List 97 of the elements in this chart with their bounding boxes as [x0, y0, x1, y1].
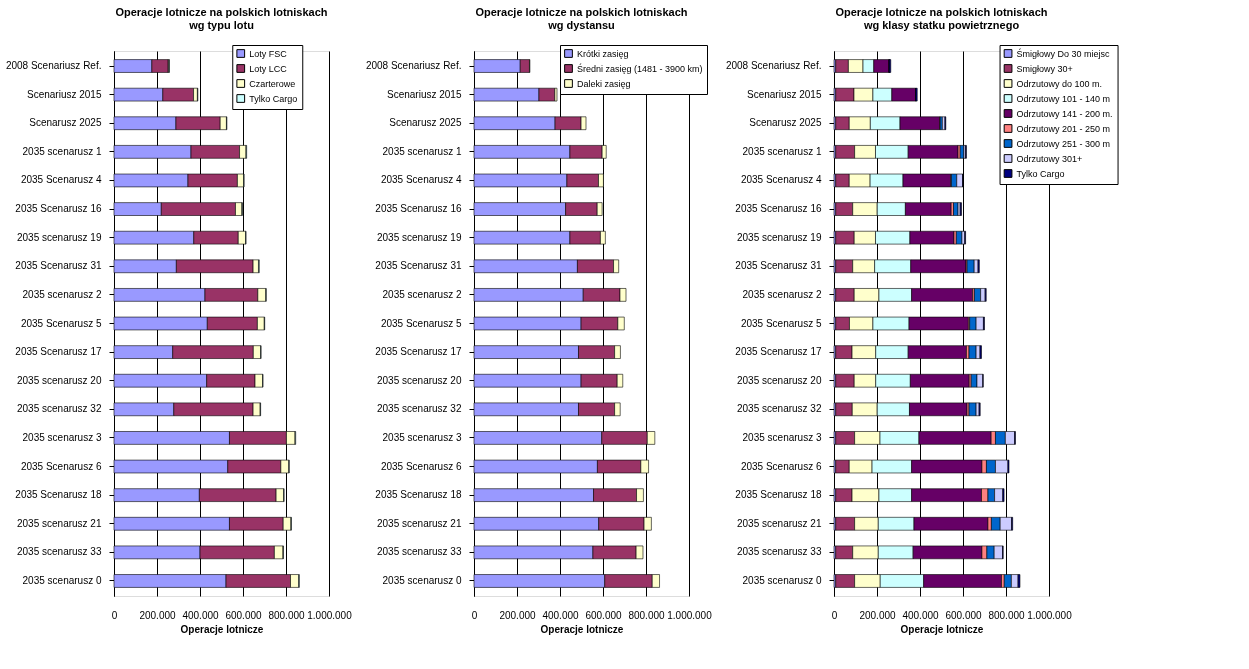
y-tick-label: 2035 scenarusz 32 [376, 403, 462, 415]
y-tick-label: 2035 scenarusz 20 [376, 374, 462, 386]
x-tick-label: 400.000 [182, 609, 220, 621]
x-tick-label: 0 [831, 609, 838, 621]
x-tick-label: 1.000.000 [667, 609, 713, 621]
chart-title: Operacje lotnicze na polskich lotniskach wg klasy statku powietrznego [835, 5, 1048, 31]
y-tick-label: 2035 scenarusz 19 [16, 231, 102, 243]
y-tick-label: Scenarusz 2025 [389, 117, 462, 129]
y-tick-label: 2035 scenarusz 3 [742, 431, 822, 443]
y-tick-label: 2035 Scenarusz 31 [15, 260, 102, 272]
x-tick-label: 600.000 [225, 609, 263, 621]
y-tick-label: 2035 scenarusz 19 [736, 231, 822, 243]
chart-title: Operacje lotnicze na polskich lotniskach wg typu lotu [115, 5, 328, 31]
y-tick-label: Scenariusz 2015 [747, 88, 822, 100]
y-tick-label: Scenariusz 2015 [387, 88, 462, 100]
y-tick-label: Scenarusz 2025 [749, 117, 822, 129]
y-tick-label: 2035 Scenarusz 5 [20, 317, 102, 329]
y-tick-label: 2035 Scenarusz 6 [740, 460, 822, 472]
x-tick-label: 0 [471, 609, 478, 621]
y-tick-label: 2035 scenarusz 19 [376, 231, 462, 243]
y-tick-label: 2035 scenarusz 33 [16, 546, 102, 558]
y-tick-label: 2035 Scenarusz 31 [735, 260, 822, 272]
y-tick-label: 2008 Scenariusz Ref. [725, 60, 822, 72]
y-tick-label: 2035 Scenarusz 4 [740, 174, 822, 186]
legend-label: Odrzutowy 201 - 250 m [1016, 123, 1111, 134]
y-tick-label: 2035 Scenarusz 17 [15, 346, 102, 358]
y-tick-label: 2035 scenarusz 20 [736, 374, 822, 386]
y-tick-label: 2035 Scenarusz 5 [380, 317, 462, 329]
y-tick-label: 2035 Scenarusz 6 [380, 460, 462, 472]
y-tick-label: 2035 scenarusz 3 [22, 431, 102, 443]
y-tick-label: 2035 Scenarusz 31 [375, 260, 462, 272]
x-tick-label: 200.000 [859, 609, 897, 621]
x-tick-label: 0 [111, 609, 118, 621]
chart-title: Operacje lotnicze na polskich lotniskach wg dystansu [475, 5, 688, 31]
legend-label: Loty LCC [249, 63, 288, 74]
legend-label: Średni zasięg (1481 - 3900 km) [577, 62, 703, 74]
y-tick-label: 2035 scenarusz 1 [742, 145, 822, 157]
legend-label: Odrzutowy 251 - 300 m [1016, 138, 1111, 149]
y-tick-label: 2035 Scenarusz 4 [20, 174, 102, 186]
y-tick-label: 2035 scenarusz 21 [376, 517, 462, 529]
x-tick-label: 200.000 [499, 609, 537, 621]
y-tick-label: 2035 Scenarusz 18 [375, 489, 462, 501]
y-tick-label: 2008 Scenariusz Ref. [365, 60, 462, 72]
y-tick-label: 2035 Scenarusz 4 [380, 174, 462, 186]
y-tick-label: 2035 scenarusz 1 [22, 145, 102, 157]
y-tick-label: 2035 Scenarusz 5 [740, 317, 822, 329]
legend-label: Tylko Cargo [1016, 168, 1065, 179]
legend-label: Tylko Cargo [249, 93, 298, 104]
x-tick-label: 800.000 [988, 609, 1026, 621]
y-tick-label: 2035 Scenarusz 6 [20, 460, 102, 472]
x-axis-title: Operacje lotnicze [540, 623, 624, 635]
legend-label: Czarterowe [249, 78, 296, 89]
x-tick-label: 800.000 [268, 609, 306, 621]
x-tick-label: 600.000 [945, 609, 983, 621]
y-tick-label: 2035 scenarusz 0 [382, 574, 462, 586]
y-tick-label: 2035 scenarusz 20 [16, 374, 102, 386]
legend-label: Śmigłowy Do 30 miejsc [1016, 47, 1111, 59]
y-tick-label: 2035 scenarusz 32 [16, 403, 102, 415]
x-axis-title: Operacje lotnicze [900, 623, 984, 635]
y-tick-label: 2035 scenarusz 33 [376, 546, 462, 558]
y-tick-label: 2035 scenarusz 0 [22, 574, 102, 586]
y-tick-label: 2035 scenarusz 0 [742, 574, 822, 586]
y-tick-label: 2035 scenarusz 33 [736, 546, 822, 558]
y-tick-label: 2035 Scenarusz 16 [375, 203, 462, 215]
y-tick-label: 2008 Scenariusz Ref. [5, 60, 102, 72]
y-tick-label: Scenarusz 2025 [29, 117, 102, 129]
x-tick-label: 800.000 [628, 609, 666, 621]
y-tick-label: 2035 Scenarusz 18 [735, 489, 822, 501]
y-tick-label: 2035 Scenarusz 17 [735, 346, 822, 358]
x-axis-title: Operacje lotnicze [180, 623, 264, 635]
legend-label: Odrzutowy 101 - 140 m [1016, 93, 1111, 104]
legend-label: Loty FSC [249, 48, 288, 59]
x-tick-label: 400.000 [902, 609, 940, 621]
x-tick-label: 1.000.000 [1027, 609, 1073, 621]
y-tick-label: 2035 scenarusz 2 [382, 288, 462, 300]
y-tick-label: Scenariusz 2015 [27, 88, 102, 100]
legend-label: Odrzutowy do 100 m. [1016, 78, 1103, 89]
y-tick-label: 2035 scenarusz 1 [382, 145, 462, 157]
y-tick-label: 2035 Scenarusz 16 [735, 203, 822, 215]
x-tick-label: 1.000.000 [307, 609, 353, 621]
y-tick-label: 2035 scenarusz 21 [16, 517, 102, 529]
y-tick-label: 2035 scenarusz 2 [742, 288, 822, 300]
y-tick-label: 2035 Scenarusz 17 [375, 346, 462, 358]
legend-label: Odrzutowy 301+ [1016, 153, 1083, 164]
y-tick-label: 2035 scenarusz 32 [736, 403, 822, 415]
x-tick-label: 400.000 [542, 609, 580, 621]
y-tick-label: 2035 Scenarusz 18 [15, 489, 102, 501]
legend-label: Smigłowy 30+ [1016, 63, 1073, 74]
y-tick-label: 2035 scenarusz 2 [22, 288, 102, 300]
legend-label: Krótki zasięg [577, 48, 629, 59]
x-tick-label: 200.000 [139, 609, 177, 621]
legend-label: Odrzutowy 141 - 200 m. [1016, 108, 1113, 119]
y-tick-label: 2035 scenarusz 21 [736, 517, 822, 529]
legend-label: Daleki zasięg [577, 78, 631, 89]
y-tick-label: 2035 scenarusz 3 [382, 431, 462, 443]
y-tick-label: 2035 Scenarusz 16 [15, 203, 102, 215]
x-tick-label: 600.000 [585, 609, 623, 621]
